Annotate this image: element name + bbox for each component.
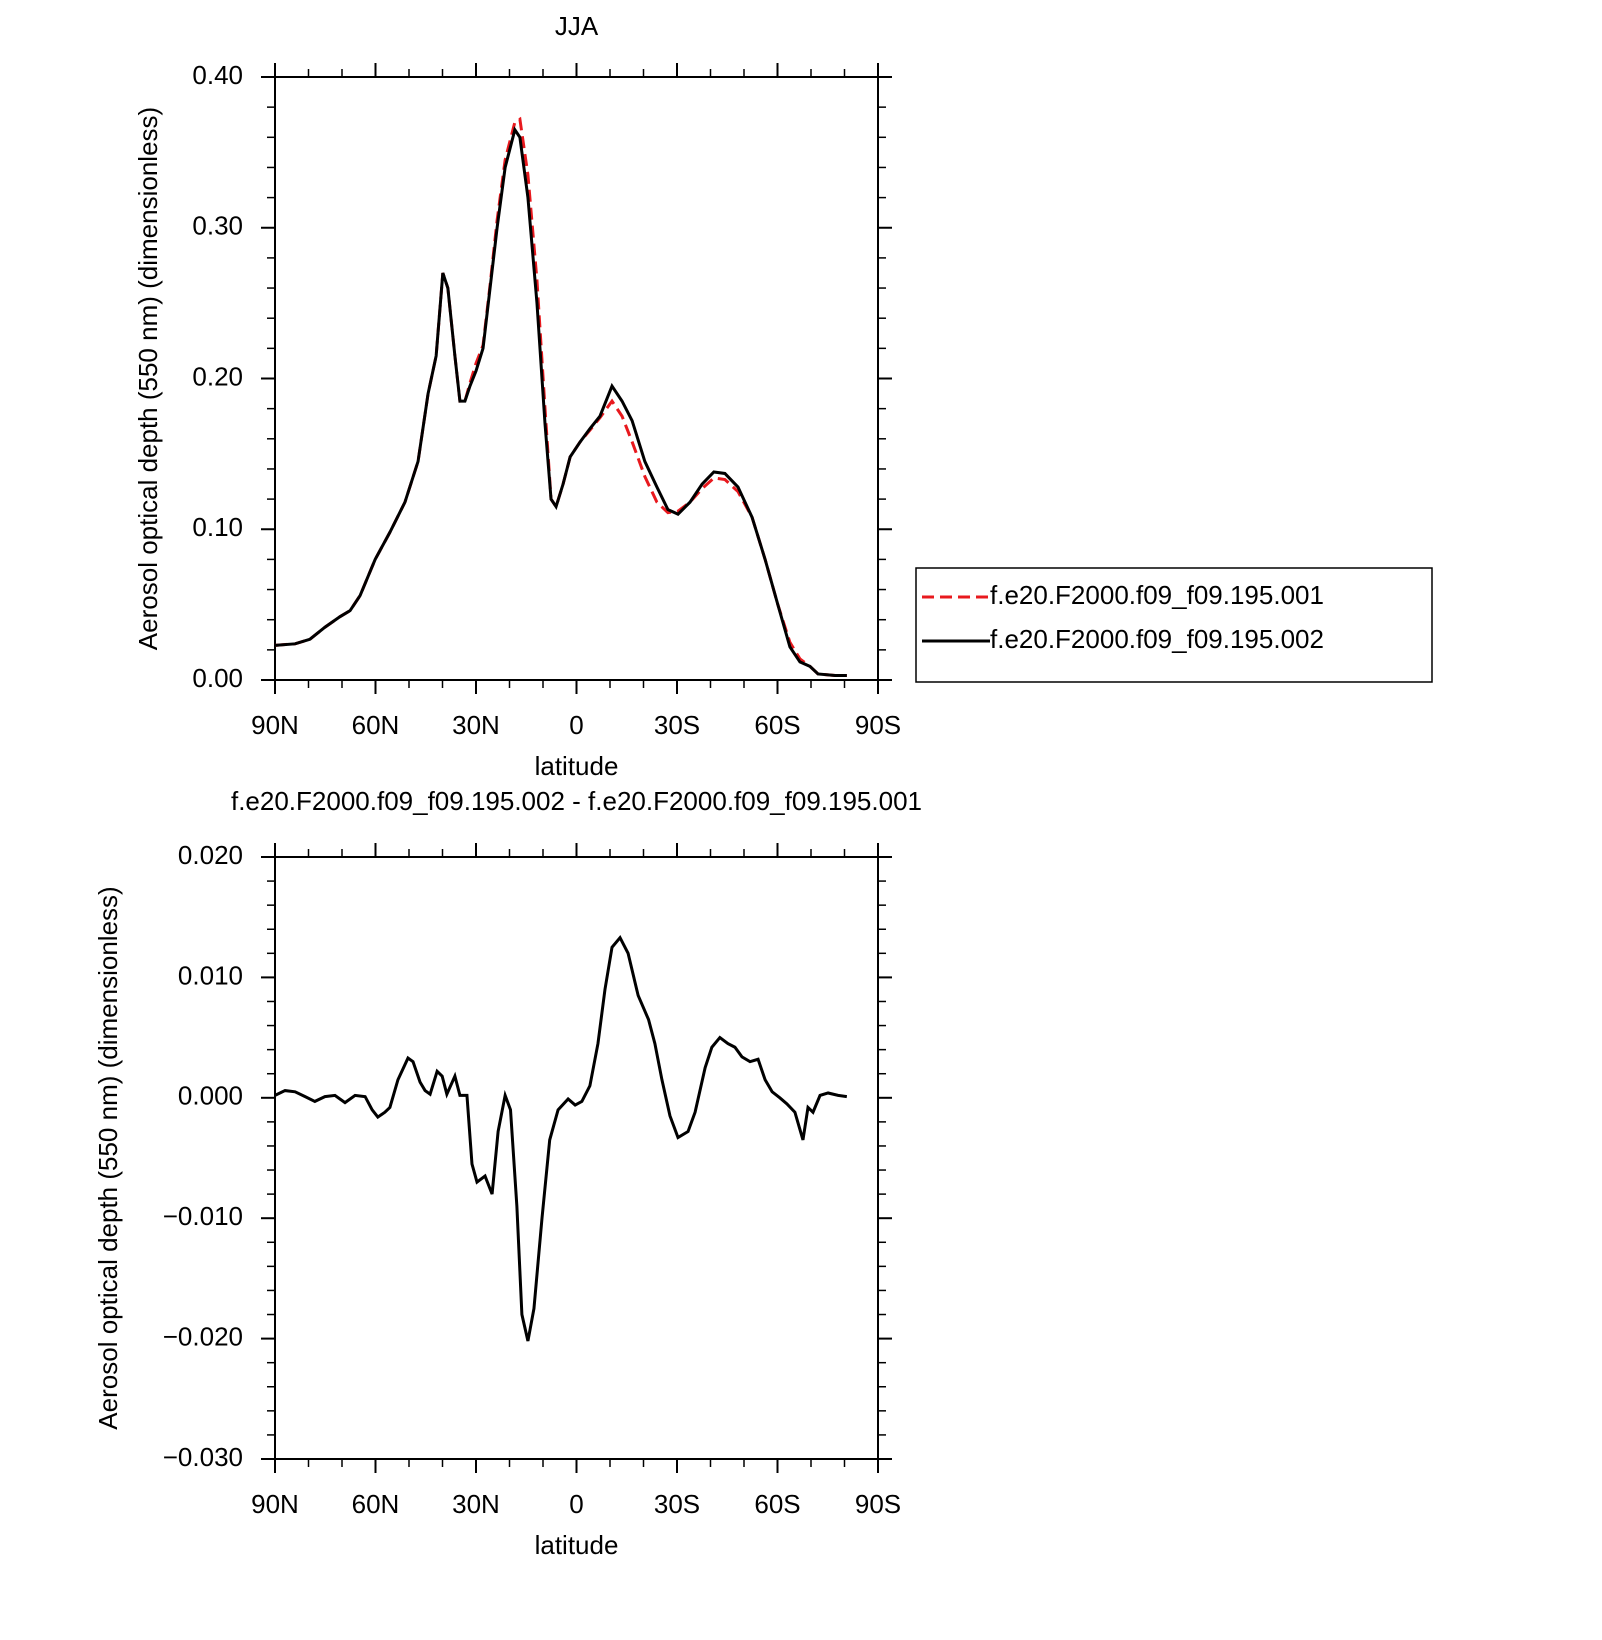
plot-frame	[274, 856, 879, 1460]
x-tick-label: 0	[569, 710, 583, 740]
legend-label: f.e20.F2000.f09_f09.195.002	[990, 624, 1324, 654]
x-tick-label: 30N	[452, 710, 500, 740]
x-axis-label: latitude	[535, 751, 619, 781]
x-axis-label: latitude	[535, 1530, 619, 1560]
y-tick-label: 0.00	[192, 663, 243, 693]
x-tick-label: 90S	[855, 1489, 901, 1519]
x-tick-label: 30S	[654, 710, 700, 740]
chart-title: JJA	[555, 11, 599, 41]
data-line	[274, 934, 848, 1342]
y-tick-label: 0.000	[178, 1081, 243, 1111]
legend-label: f.e20.F2000.f09_f09.195.001	[990, 580, 1324, 610]
x-tick-label: 60N	[352, 710, 400, 740]
y-tick-label: −0.030	[163, 1442, 243, 1472]
x-tick-label: 30S	[654, 1489, 700, 1519]
y-tick-label: 0.20	[192, 361, 243, 391]
x-tick-label: 60S	[754, 1489, 800, 1519]
y-tick-label: 0.010	[178, 960, 243, 990]
x-tick-label: 60S	[754, 710, 800, 740]
y-tick-label: −0.020	[163, 1321, 243, 1351]
y-tick-label: 0.10	[192, 512, 243, 542]
y-tick-label: −0.010	[163, 1201, 243, 1231]
data-line	[274, 126, 847, 677]
chart-title: f.e20.F2000.f09_f09.195.002 - f.e20.F200…	[231, 786, 922, 816]
y-tick-label: 0.30	[192, 211, 243, 241]
legend-box	[915, 567, 1433, 683]
plot-frame	[274, 76, 879, 681]
x-tick-label: 90N	[251, 1489, 299, 1519]
x-tick-label: 30N	[452, 1489, 500, 1519]
y-tick-label: 0.40	[192, 60, 243, 90]
x-tick-label: 0	[569, 1489, 583, 1519]
y-axis-label: Aerosol optical depth (550 nm) (dimensio…	[93, 886, 123, 1429]
x-tick-label: 60N	[352, 1489, 400, 1519]
x-tick-label: 90S	[855, 710, 901, 740]
y-tick-label: 0.020	[178, 840, 243, 870]
y-axis-label: Aerosol optical depth (550 nm) (dimensio…	[133, 107, 163, 650]
x-tick-label: 90N	[251, 710, 299, 740]
